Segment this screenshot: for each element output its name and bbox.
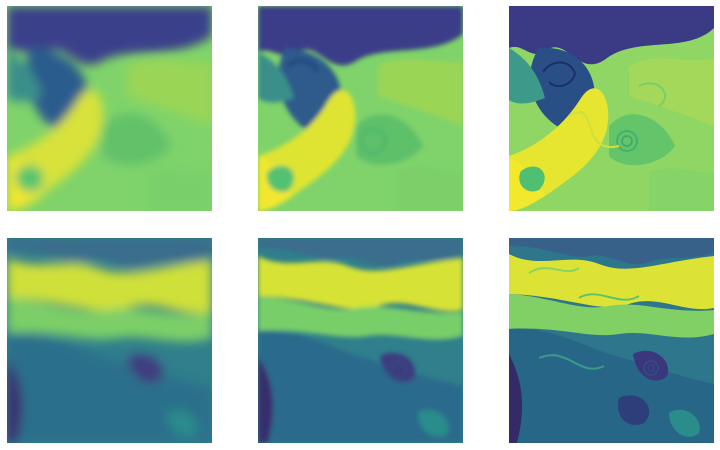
field-image (7, 6, 212, 211)
panel-r1-c3-high-res (509, 6, 714, 211)
field-image (509, 6, 714, 211)
panel-r2-c1-low-res (7, 238, 212, 443)
field-image (258, 238, 463, 443)
field-image (509, 238, 714, 443)
field-image (258, 6, 463, 211)
panel-r2-c2-medium-res (258, 238, 463, 443)
panel-r2-c3-high-res (509, 238, 714, 443)
field-image (7, 238, 212, 443)
panel-r1-c2-medium-res (258, 6, 463, 211)
panel-r1-c1-low-res (7, 6, 212, 211)
